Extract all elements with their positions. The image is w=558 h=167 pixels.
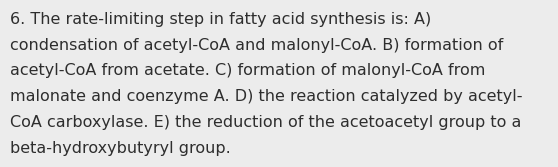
Text: malonate and coenzyme A. D) the reaction catalyzed by acetyl-: malonate and coenzyme A. D) the reaction…	[10, 89, 522, 104]
Text: condensation of acetyl-CoA and malonyl-CoA. B) formation of: condensation of acetyl-CoA and malonyl-C…	[10, 38, 503, 53]
Text: CoA carboxylase. E) the reduction of the acetoacetyl group to a: CoA carboxylase. E) the reduction of the…	[10, 115, 521, 130]
Text: acetyl-CoA from acetate. C) formation of malonyl-CoA from: acetyl-CoA from acetate. C) formation of…	[10, 63, 485, 78]
Text: beta-hydroxybutyryl group.: beta-hydroxybutyryl group.	[10, 141, 231, 156]
Text: 6. The rate-limiting step in fatty acid synthesis is: A): 6. The rate-limiting step in fatty acid …	[10, 12, 431, 27]
